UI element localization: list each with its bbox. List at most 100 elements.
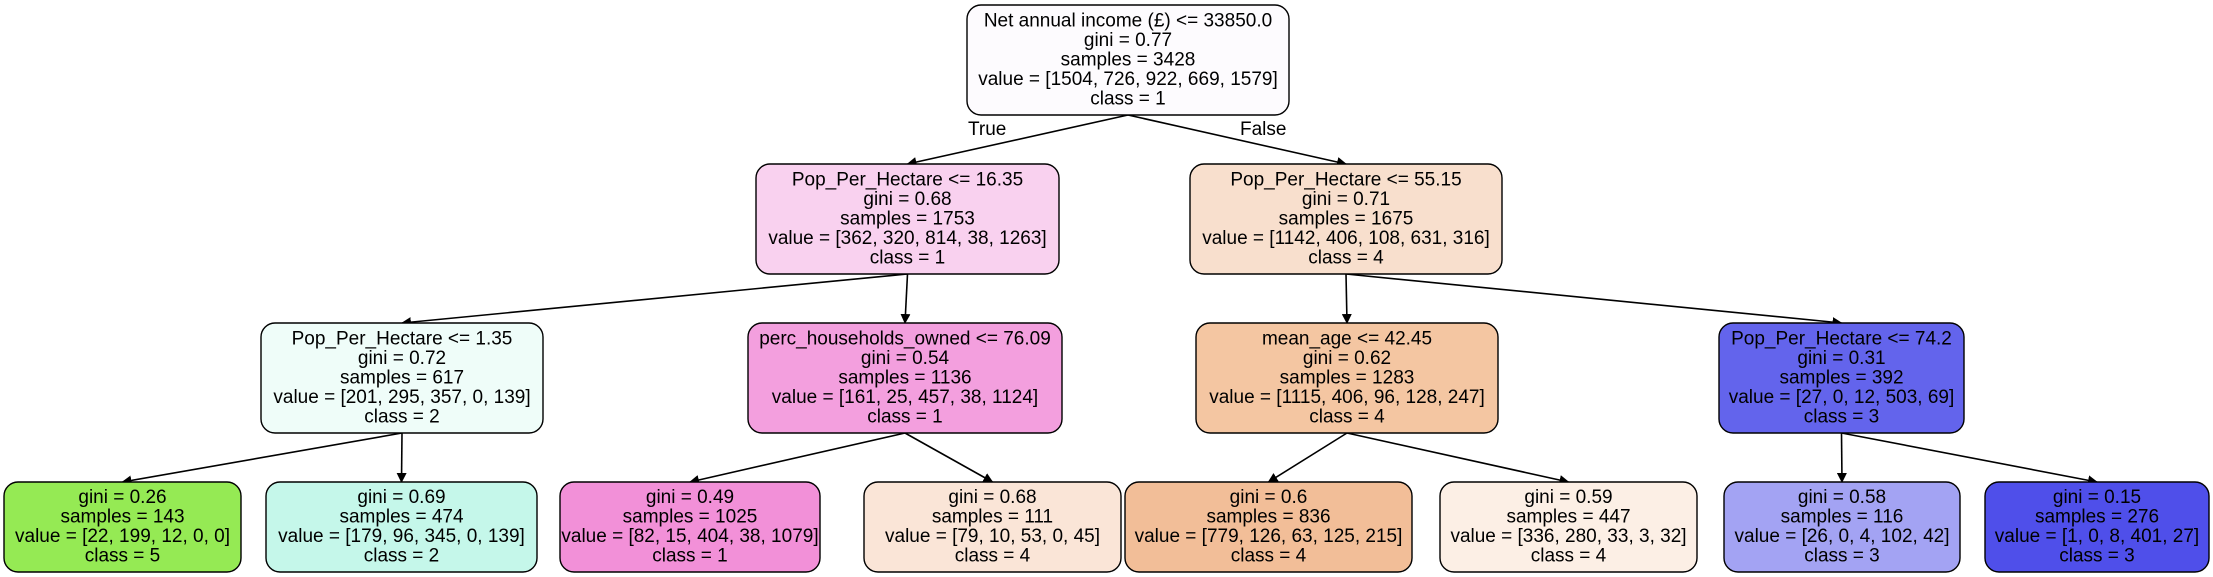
- node-line: gini = 0.77: [1084, 30, 1172, 51]
- edge-label-false: False: [1240, 119, 1286, 140]
- node-box: [1984, 481, 2210, 573]
- node-line: value = [22, 199, 12, 0, 0]: [15, 526, 230, 547]
- node-line: class = 1: [870, 247, 946, 268]
- node-line: samples = 1025: [623, 507, 758, 528]
- node-line: samples = 1283: [1280, 367, 1415, 388]
- node-line: Pop_Per_Hectare <= 74.2: [1731, 328, 1952, 349]
- node-line: samples = 143: [60, 507, 184, 528]
- node-line: samples = 1675: [1279, 208, 1414, 229]
- node-line: gini = 0.15: [2053, 487, 2141, 508]
- node-line: gini = 0.71: [1302, 189, 1390, 210]
- node-line: value = [161, 25, 457, 38, 1124]: [772, 387, 1038, 408]
- node-line: Pop_Per_Hectare <= 55.15: [1230, 169, 1461, 190]
- node-line: gini = 0.49: [646, 487, 734, 508]
- edge-n6-n14: [1841, 432, 2098, 486]
- node-line: class = 3: [1804, 406, 1880, 427]
- node-line: value = [27, 0, 12, 503, 69]: [1729, 387, 1955, 408]
- node-line: class = 4: [1231, 546, 1307, 567]
- node-line: samples = 276: [2035, 507, 2159, 528]
- node-line: class = 3: [2059, 546, 2135, 567]
- node-line: gini = 0.68: [948, 487, 1036, 508]
- edge-root-n2: [1127, 114, 1347, 167]
- node-box: [1189, 163, 1503, 275]
- node-box: [260, 322, 544, 434]
- node-line: class = 2: [364, 406, 440, 427]
- node-line: samples = 116: [1781, 507, 1904, 528]
- edge-n3-n7: [121, 432, 403, 486]
- node-line: value = [1504, 726, 922, 669, 1579]: [978, 69, 1278, 90]
- edge-n3-n8: [396, 432, 407, 483]
- node-box: [755, 163, 1060, 275]
- node-line: value = [1142, 406, 108, 631, 316]: [1202, 228, 1490, 249]
- node-line: samples = 392: [1779, 367, 1903, 388]
- node-line: perc_households_owned <= 76.09: [759, 328, 1051, 349]
- node-line: value = [362, 320, 814, 38, 1263]: [768, 228, 1046, 249]
- edge-n6-n13: [1836, 432, 1847, 483]
- node-line: samples = 1753: [840, 208, 975, 229]
- edge-n4-n10: [904, 432, 994, 483]
- node-line: samples = 836: [1206, 507, 1330, 528]
- node-line: gini = 0.6: [1230, 487, 1308, 508]
- node-line: samples = 617: [340, 367, 464, 388]
- node-line: value = [26, 0, 4, 102, 42]: [1735, 526, 1950, 547]
- node-line: value = [1, 0, 8, 401, 27]: [1995, 526, 2199, 547]
- node-line: gini = 0.59: [1524, 487, 1612, 508]
- node-line: samples = 447: [1506, 507, 1630, 528]
- node-line: class = 2: [364, 546, 440, 567]
- edge-n5-n12: [1346, 432, 1570, 485]
- node-box: [1723, 481, 1961, 573]
- node-line: gini = 0.31: [1797, 348, 1885, 369]
- node-line: Net annual income (£) <= 33850.0: [984, 10, 1272, 31]
- edge-n1-n3: [401, 273, 908, 328]
- node-line: class = 4: [955, 546, 1031, 567]
- node-box: [966, 4, 1290, 116]
- edges: True False: [121, 114, 2098, 486]
- node-line: class = 3: [1804, 546, 1880, 567]
- node-box: [559, 481, 821, 573]
- node-line: value = [336, 280, 33, 3, 32]: [1450, 526, 1686, 547]
- node-line: gini = 0.68: [863, 189, 951, 210]
- node-box: [863, 481, 1122, 573]
- node-line: samples = 3428: [1061, 49, 1196, 70]
- node-box: [3, 481, 242, 573]
- node-line: samples = 1136: [838, 367, 971, 388]
- node-line: samples = 474: [339, 507, 464, 528]
- edge-n2-n6: [1345, 273, 1843, 328]
- node-line: samples = 111: [932, 507, 1053, 528]
- node-box: [1195, 322, 1499, 434]
- node-line: gini = 0.69: [357, 487, 445, 508]
- edge-root-n1: [906, 114, 1129, 167]
- node-line: gini = 0.72: [358, 348, 446, 369]
- node-line: class = 4: [1309, 406, 1385, 427]
- node-line: gini = 0.58: [1798, 487, 1886, 508]
- edge-n2-n5: [1341, 273, 1352, 324]
- node-line: value = [779, 126, 63, 125, 215]: [1135, 526, 1403, 547]
- node-line: class = 4: [1531, 546, 1607, 567]
- edge-n4-n9: [689, 432, 906, 485]
- node-line: value = [82, 15, 404, 38, 1079]: [561, 526, 818, 547]
- node-line: gini = 0.26: [78, 487, 166, 508]
- node-line: class = 4: [1308, 247, 1384, 268]
- node-line: class = 1: [652, 546, 728, 567]
- node-box: [1439, 481, 1698, 573]
- edge-label-true: True: [968, 119, 1006, 140]
- node-line: gini = 0.62: [1303, 348, 1391, 369]
- node-box: [1718, 322, 1965, 434]
- node-box: [265, 481, 538, 573]
- node-box: [1124, 481, 1413, 573]
- node-box: [747, 322, 1063, 434]
- node-line: value = [201, 295, 357, 0, 139]: [273, 387, 530, 408]
- node-line: gini = 0.54: [861, 348, 950, 369]
